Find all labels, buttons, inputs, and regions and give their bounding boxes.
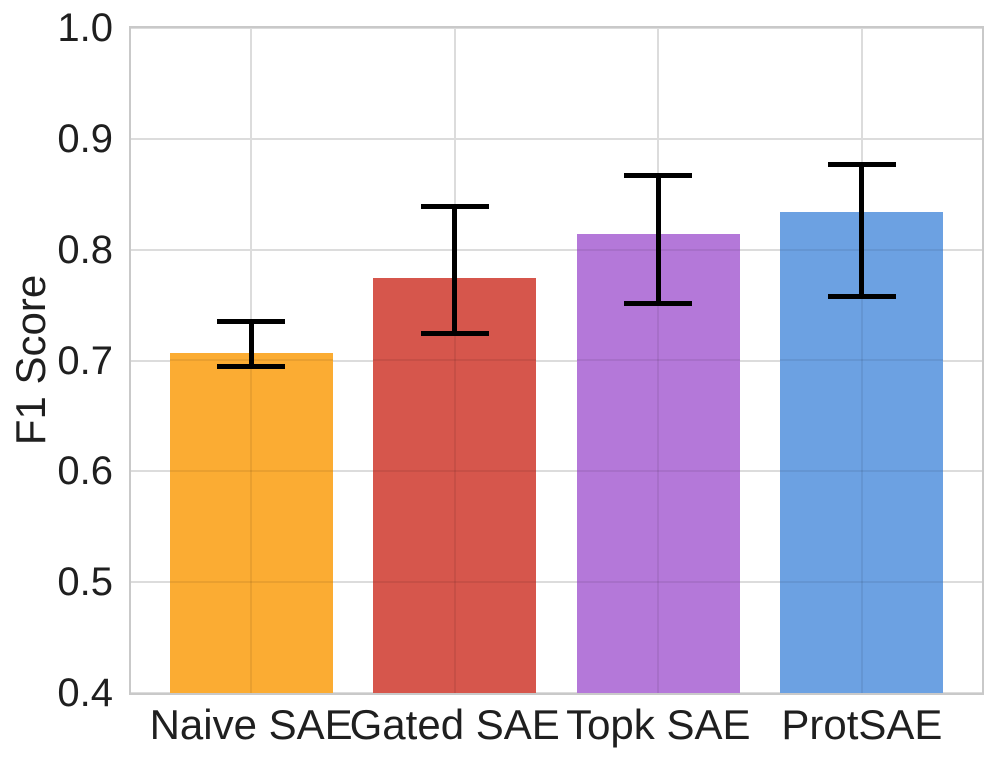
y-tick-label: 1.0 xyxy=(57,6,113,50)
error-bar-cap xyxy=(827,161,896,167)
gridline-overlay xyxy=(453,278,456,693)
plot-area xyxy=(129,26,984,695)
x-tick-label: ProtSAE xyxy=(781,701,943,748)
bar-naive-sae xyxy=(169,352,333,693)
error-bar-line xyxy=(452,206,458,334)
gridline-horizontal xyxy=(131,137,982,140)
gridline-overlay xyxy=(373,470,537,473)
gridline-overlay xyxy=(373,359,537,362)
y-tick-label: 0.7 xyxy=(57,338,113,383)
gridline-overlay xyxy=(576,470,740,473)
y-tick-label: 0.6 xyxy=(57,449,113,494)
gridline-overlay xyxy=(657,234,660,693)
gridline-overlay xyxy=(780,470,944,473)
y-tick-label: 0.9 xyxy=(57,116,113,161)
gridline-overlay xyxy=(169,470,333,473)
error-bar-cap xyxy=(827,293,896,299)
bar-topk-sae xyxy=(576,234,740,693)
y-tick-label: 0.4 xyxy=(57,671,113,715)
gridline-horizontal xyxy=(131,27,982,29)
gridline-horizontal xyxy=(131,248,982,251)
y-tick-label: 0.5 xyxy=(57,560,113,605)
error-bar-cap xyxy=(420,203,489,209)
y-tick-label: 0.8 xyxy=(57,227,113,272)
gridline-overlay xyxy=(780,581,944,584)
error-bar-cap xyxy=(624,301,693,307)
x-tick-label: Topk SAE xyxy=(566,701,751,748)
bar-gated-sae xyxy=(373,278,537,693)
gridline-overlay xyxy=(373,581,537,584)
error-bar-cap xyxy=(420,331,489,337)
error-bar-line xyxy=(859,164,865,297)
bar-protsae xyxy=(780,211,944,693)
gridline-overlay xyxy=(780,359,944,362)
gridline-overlay xyxy=(250,352,253,693)
gridline-horizontal xyxy=(131,470,982,473)
error-bar-cap xyxy=(217,319,286,325)
error-bar-line xyxy=(248,321,254,367)
x-tick-label: Gated SAE xyxy=(349,701,560,748)
gridline-overlay xyxy=(860,211,863,693)
gridline-horizontal xyxy=(131,581,982,584)
gridline-horizontal xyxy=(131,359,982,362)
x-tick-label: Naive SAE xyxy=(149,701,353,748)
error-bar-cap xyxy=(217,363,286,369)
gridline-overlay xyxy=(169,581,333,584)
error-bar-cap xyxy=(624,172,693,178)
gridline-overlay xyxy=(576,359,740,362)
gridline-overlay xyxy=(576,581,740,584)
error-bar-line xyxy=(655,175,661,304)
